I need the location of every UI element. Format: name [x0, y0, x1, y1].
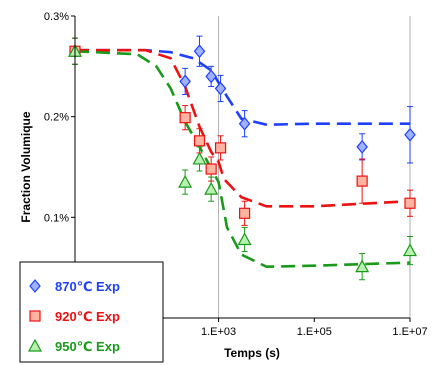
data-point-870: [356, 133, 368, 161]
data-point-920: [179, 105, 191, 131]
data-point-870: [404, 106, 416, 164]
legend-label-870: 870℃ Exp: [55, 279, 120, 294]
x-tick-label: 1.E+03: [201, 326, 236, 338]
square-marker: [239, 207, 251, 219]
y-ticks: 0.1% 0.2% 0.3%: [44, 11, 75, 224]
y-tick-label: 0.3%: [44, 11, 69, 23]
square-marker: [193, 135, 206, 147]
diamond-marker: [214, 81, 227, 96]
grid-lines: [218, 16, 411, 318]
data-point-920: [239, 200, 251, 226]
data-point-950: [402, 235, 418, 266]
x-axis-title: Temps (s): [224, 346, 280, 360]
diamond-marker: [193, 44, 206, 59]
diamond-marker: [238, 116, 251, 131]
square-marker: [404, 197, 416, 209]
data-point-950: [204, 176, 219, 202]
square-marker: [179, 112, 191, 124]
legend: 870℃ Exp 920℃ Exp 950℃ Exp: [19, 261, 164, 363]
square-marker: [356, 175, 368, 187]
data-point-870: [238, 110, 251, 138]
square-marker: [214, 142, 227, 154]
diamond-marker: [205, 69, 217, 84]
data-point-870: [205, 65, 217, 87]
x-tick-label: 1.E+05: [297, 326, 332, 338]
y-tick-label: 0.2%: [44, 112, 69, 124]
diamond-marker: [356, 139, 368, 154]
data-point-950: [237, 226, 252, 253]
square-marker: [205, 163, 217, 175]
data-point-950: [355, 253, 370, 281]
data-point-920: [404, 189, 416, 217]
legend-diamond-icon: [29, 279, 41, 293]
triangle-marker: [355, 259, 370, 273]
data-points: [67, 35, 418, 281]
data-point-920: [356, 158, 368, 204]
legend-triangle-icon: [27, 338, 43, 352]
triangle-marker: [402, 243, 418, 257]
legend-label-950: 950℃ Exp: [55, 339, 120, 354]
triangle-marker: [237, 232, 252, 246]
diamond-marker: [179, 74, 191, 89]
data-point-950: [178, 169, 193, 195]
model-curve-920: [75, 48, 411, 208]
diamond-marker: [404, 127, 416, 142]
triangle-marker: [178, 174, 193, 188]
data-point-870: [214, 74, 227, 103]
data-point-950: [192, 146, 207, 172]
data-point-870: [179, 67, 191, 96]
y-tick-label: 0.1%: [44, 212, 69, 224]
data-point-870: [193, 35, 206, 67]
y-axis-title: Fraction Volumique: [19, 111, 33, 222]
triangle-marker: [192, 151, 207, 165]
legend-square-icon: [29, 310, 41, 322]
x-tick-label: 1.E+07: [392, 326, 427, 338]
data-point-920: [214, 135, 227, 161]
legend-box: [19, 261, 164, 363]
triangle-marker: [204, 181, 219, 195]
legend-label-920: 920℃ Exp: [55, 309, 120, 324]
